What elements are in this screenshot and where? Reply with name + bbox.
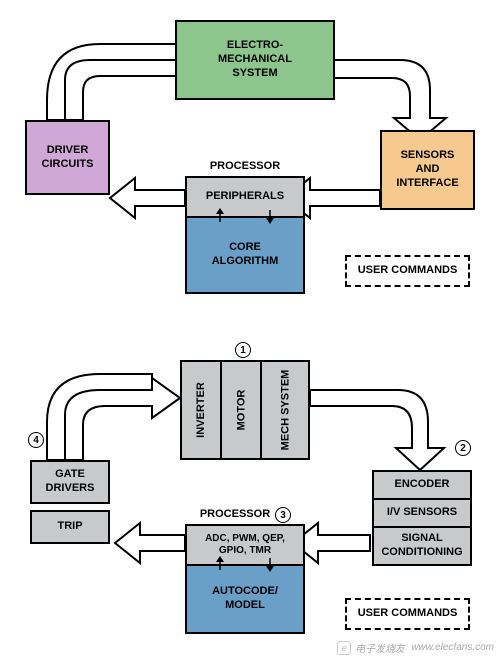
sigcond-label: SIGNAL CONDITIONING [381,532,462,560]
autocode-box: AUTOCODE/ MODEL [185,564,305,634]
iv-sensors-box: I/V SENSORS [372,498,472,528]
peripherals-box: PERIPHERALS [185,176,305,218]
trip-label: TRIP [57,520,82,534]
core-algo-box: CORE ALGORITHM [185,216,305,294]
em-system-label: ELECTRO- MECHANICAL SYSTEM [218,39,292,80]
core-label: CORE ALGORITHM [212,241,279,269]
motor-label: MOTOR [235,390,247,431]
adc-label: ADC, PWM, QEP, GPIO, TMR [205,533,285,558]
user-commands-bottom: USER COMMANDS [345,598,470,630]
auto-label: AUTOCODE/ MODEL [212,585,278,613]
mech-label: MECH SYSTEM [279,370,291,451]
circ-2: 2 [455,440,471,456]
processor-label-top: PROCESSOR [195,160,295,172]
gate-label: GATE DRIVERS [46,468,95,496]
adc-auto-arrows [185,564,305,570]
sensors-label: SENSORS AND INTERFACE [396,149,458,190]
user-commands-top: USER COMMANDS [345,255,470,287]
periph-core-arrows [185,216,305,222]
circ-1: 1 [235,342,251,358]
user-cmd-top-label: USER COMMANDS [358,264,458,278]
circ-4: 4 [28,432,44,448]
gate-drivers-box: GATE DRIVERS [30,460,110,504]
encoder-label: ENCODER [394,478,449,492]
driver-label: DRIVER CIRCUITS [42,144,94,172]
em-system-box: ELECTRO- MECHANICAL SYSTEM [175,20,335,100]
mech-box: MECH SYSTEM [260,360,310,460]
sensors-box: SENSORS AND INTERFACE [380,130,475,210]
driver-circuits-box: DRIVER CIRCUITS [25,120,110,195]
user-cmd-bottom-label: USER COMMANDS [358,607,458,621]
motor-box: MOTOR [220,360,262,460]
watermark: e 电子发烧友 www.elecfans.com [337,640,494,655]
sigcond-box: SIGNAL CONDITIONING [372,526,472,566]
peripherals-label: PERIPHERALS [206,190,284,204]
watermark-text: www.elecfans.com [411,642,494,653]
encoder-box: ENCODER [372,470,472,500]
watermark-brand: 电子发烧友 [355,640,405,655]
inverter-label: INVERTER [195,382,207,438]
trip-box: TRIP [30,510,110,544]
iv-label: I/V SENSORS [387,506,457,520]
watermark-icon: e [337,641,351,655]
inverter-box: INVERTER [180,360,222,460]
adc-box: ADC, PWM, QEP, GPIO, TMR [185,524,305,566]
processor-label-bottom: PROCESSOR [190,508,280,520]
